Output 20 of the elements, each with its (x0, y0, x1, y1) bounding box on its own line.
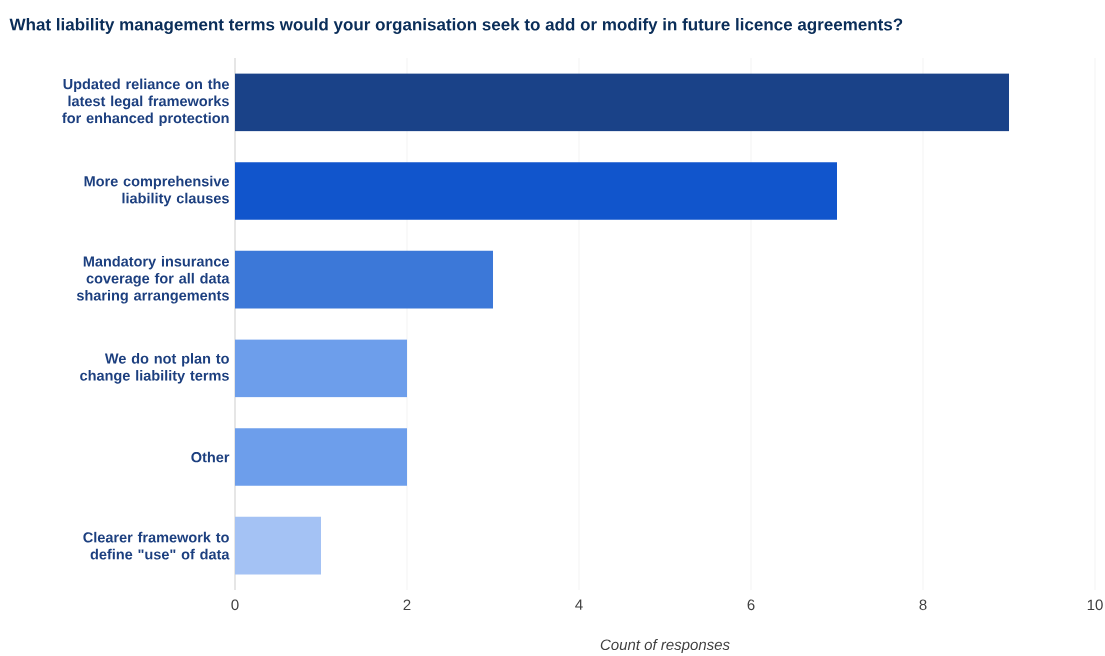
x-tick-label: 10 (1087, 599, 1103, 611)
x-tick-label: 2 (403, 599, 411, 611)
x-tick-label: 6 (747, 599, 755, 611)
x-tick-label: 4 (575, 599, 583, 610)
bar (235, 250, 494, 309)
bar (235, 516, 321, 575)
y-tick-label: Clearer framework to define "use" of data (83, 531, 230, 560)
x-tick-label: 0 (231, 599, 239, 611)
bar (235, 162, 838, 220)
x-tick-label: 8 (919, 599, 927, 611)
bar (235, 339, 408, 398)
y-tick-label: Updated reliance on the latest legal frameworks for enhanced protection (62, 78, 229, 127)
y-tick-label: Other (191, 451, 230, 463)
x-axis-title: Count of responses (600, 639, 730, 653)
bar (235, 428, 408, 486)
bar (235, 73, 1010, 132)
y-tick-label: We do not plan to change liability terms (80, 353, 229, 384)
chart-title: What liability management terms would your organisation seek to add or modify in future licence agreements? (9, 18, 903, 34)
y-tick-label: More comprehensive liability clauses (84, 175, 229, 207)
y-tick-label: Mandatory insurance coverage for all data sharing arrangements (76, 255, 230, 304)
